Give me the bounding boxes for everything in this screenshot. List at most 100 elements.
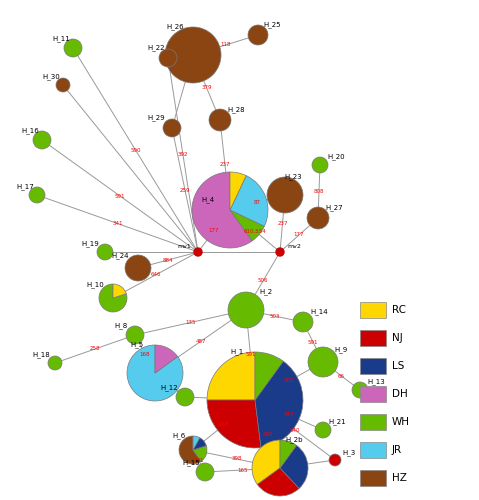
Text: H_5: H_5: [130, 342, 144, 348]
Text: 379: 379: [201, 85, 212, 90]
Text: 177: 177: [294, 232, 304, 237]
Text: 87: 87: [254, 200, 261, 205]
Circle shape: [293, 312, 313, 332]
Wedge shape: [257, 468, 299, 496]
Circle shape: [29, 187, 45, 203]
Text: H_15: H_15: [182, 460, 200, 466]
Wedge shape: [280, 440, 297, 468]
Circle shape: [163, 119, 181, 137]
Text: 487: 487: [195, 339, 206, 344]
Text: H_26: H_26: [166, 24, 184, 30]
Wedge shape: [192, 172, 252, 248]
Text: H_24: H_24: [111, 252, 129, 260]
Text: H_21: H_21: [328, 418, 346, 426]
Text: H_17: H_17: [16, 184, 34, 190]
Wedge shape: [230, 176, 268, 226]
Wedge shape: [193, 446, 207, 462]
Text: 165: 165: [237, 468, 248, 472]
Circle shape: [64, 39, 82, 57]
Circle shape: [33, 131, 51, 149]
Circle shape: [209, 109, 231, 131]
Text: 398: 398: [231, 456, 242, 462]
Text: 591: 591: [245, 352, 256, 358]
Wedge shape: [207, 352, 255, 400]
Text: 590: 590: [130, 148, 141, 152]
Wedge shape: [252, 440, 280, 484]
Circle shape: [48, 356, 62, 370]
Wedge shape: [255, 361, 303, 448]
Text: H_23: H_23: [284, 174, 302, 180]
Text: H_14: H_14: [310, 308, 328, 316]
Circle shape: [125, 255, 151, 281]
Text: H_16: H_16: [21, 128, 39, 134]
Text: mv1: mv1: [177, 244, 191, 248]
Circle shape: [194, 248, 202, 256]
Wedge shape: [155, 345, 178, 373]
Text: H_1: H_1: [230, 348, 244, 356]
Circle shape: [276, 248, 284, 256]
Text: 177: 177: [209, 228, 219, 234]
Text: H_2b: H_2b: [285, 436, 303, 444]
Wedge shape: [207, 400, 261, 448]
Text: H_10: H_10: [86, 282, 104, 288]
Circle shape: [308, 347, 338, 377]
Wedge shape: [230, 172, 246, 210]
Text: H_2: H_2: [260, 288, 273, 296]
Text: JR: JR: [392, 445, 402, 455]
Text: NJ: NJ: [392, 333, 403, 343]
Text: H_11: H_11: [52, 36, 70, 43]
Circle shape: [159, 49, 177, 67]
Text: 884: 884: [163, 258, 173, 262]
Circle shape: [126, 326, 144, 344]
Wedge shape: [99, 284, 127, 312]
Text: 591: 591: [115, 194, 125, 198]
Wedge shape: [255, 352, 283, 400]
Circle shape: [312, 157, 328, 173]
Text: WH: WH: [392, 417, 410, 427]
Text: H_13: H_13: [367, 378, 385, 386]
Text: H_19: H_19: [81, 240, 99, 248]
Text: 503: 503: [269, 314, 280, 318]
Bar: [360, 330, 386, 346]
Text: 502: 502: [284, 378, 294, 384]
Text: 591: 591: [308, 340, 318, 344]
Text: 646: 646: [150, 272, 161, 278]
Text: 610,554: 610,554: [244, 228, 266, 234]
Text: 118: 118: [220, 42, 231, 48]
Text: H_8: H_8: [114, 322, 127, 330]
Text: 135: 135: [185, 320, 196, 325]
Text: H_30: H_30: [42, 74, 60, 80]
Wedge shape: [230, 210, 264, 240]
Text: 341: 341: [112, 221, 123, 226]
Circle shape: [176, 388, 194, 406]
Text: H_28: H_28: [227, 106, 245, 114]
Wedge shape: [280, 446, 308, 488]
Circle shape: [196, 463, 214, 481]
Text: 591: 591: [194, 458, 204, 464]
Text: 540: 540: [290, 428, 300, 432]
Text: H_6: H_6: [172, 432, 186, 440]
Circle shape: [307, 207, 329, 229]
Bar: [360, 470, 386, 486]
Wedge shape: [127, 345, 183, 401]
Circle shape: [97, 244, 113, 260]
Text: H_3: H_3: [342, 450, 355, 456]
Circle shape: [329, 454, 341, 466]
Text: 400: 400: [262, 432, 273, 436]
Text: H_18: H_18: [32, 352, 50, 358]
Text: H_25: H_25: [263, 22, 281, 29]
Circle shape: [56, 78, 70, 92]
Text: 808: 808: [314, 189, 324, 194]
Bar: [360, 302, 386, 318]
Text: H_12: H_12: [160, 384, 178, 392]
Text: 258: 258: [90, 346, 100, 352]
Text: 168: 168: [219, 422, 229, 428]
Text: RC: RC: [392, 305, 406, 315]
Text: H_29: H_29: [147, 114, 165, 121]
Text: LS: LS: [392, 361, 404, 371]
Wedge shape: [179, 436, 201, 464]
Wedge shape: [193, 436, 200, 450]
Circle shape: [315, 422, 331, 438]
Text: HZ: HZ: [392, 473, 407, 483]
Circle shape: [228, 292, 264, 328]
